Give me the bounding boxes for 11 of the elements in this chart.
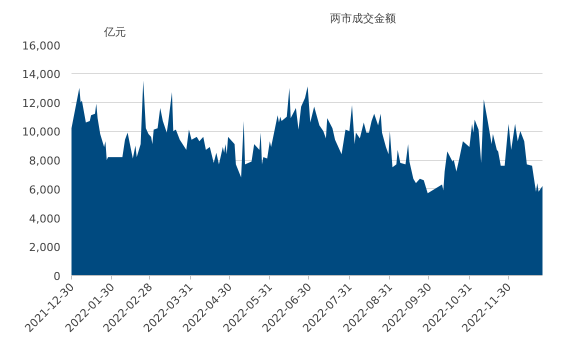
y-tick-label: 8,000 xyxy=(29,154,61,168)
y-axis-title: 亿元 xyxy=(102,26,126,38)
y-tick-label: 12,000 xyxy=(22,96,61,110)
y-tick-label: 14,000 xyxy=(22,68,61,81)
y-tick-label: 10,000 xyxy=(22,126,61,139)
y-tick-label: 2,000 xyxy=(29,241,61,254)
y-tick-label: 4,000 xyxy=(29,212,61,226)
y-tick-label: 6,000 xyxy=(29,183,61,196)
y-tick-label: 0 xyxy=(54,270,60,283)
y-tick-label: 16,000 xyxy=(22,40,61,52)
text: 两市成交金额 xyxy=(330,11,396,26)
